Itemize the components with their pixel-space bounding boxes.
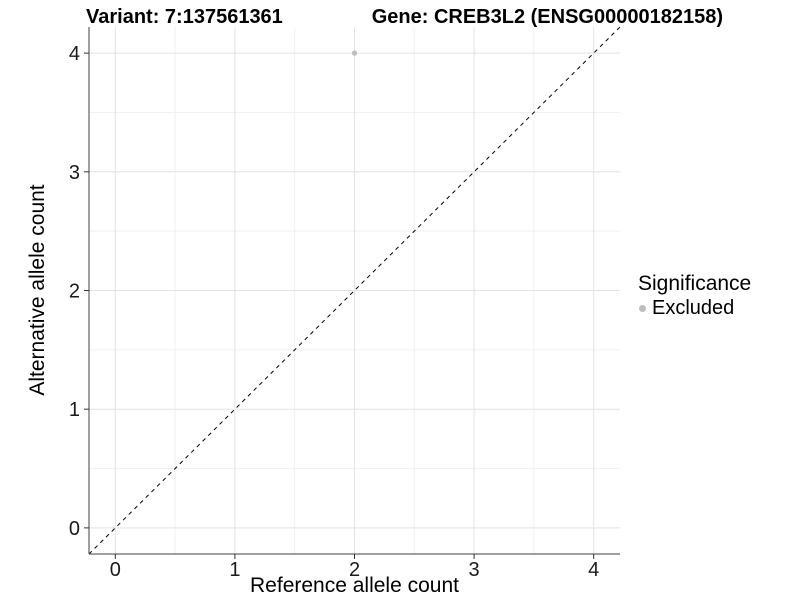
- y-tick-label: 2: [69, 281, 80, 303]
- x-tick-label: 1: [229, 559, 240, 581]
- y-tick-label: 4: [69, 43, 80, 65]
- plot-title-variant: Variant: 7:137561361: [86, 6, 283, 28]
- legend-item-label: Excluded: [652, 297, 735, 319]
- legend-key: [636, 304, 648, 312]
- excluded-point-icon: [638, 304, 646, 312]
- data-point: [351, 50, 358, 56]
- y-axis-title: Alternative allele count: [26, 184, 49, 396]
- x-axis-title: Reference allele count: [250, 574, 459, 597]
- y-tick-label: 0: [69, 518, 80, 540]
- legend-item-excluded: Excluded: [636, 296, 751, 320]
- y-tick-label: 1: [69, 399, 80, 421]
- y-tick-label: 3: [69, 162, 80, 184]
- legend-title: Significance: [638, 272, 752, 295]
- x-tick-label: 2: [349, 559, 360, 581]
- x-tick-label: 4: [588, 559, 599, 581]
- plot-title-gene: Gene: CREB3L2 (ENSG00000182158): [371, 6, 723, 28]
- legend: Significance Excluded: [636, 271, 751, 320]
- x-tick-label: 3: [469, 559, 480, 581]
- x-tick-label: 0: [110, 559, 121, 581]
